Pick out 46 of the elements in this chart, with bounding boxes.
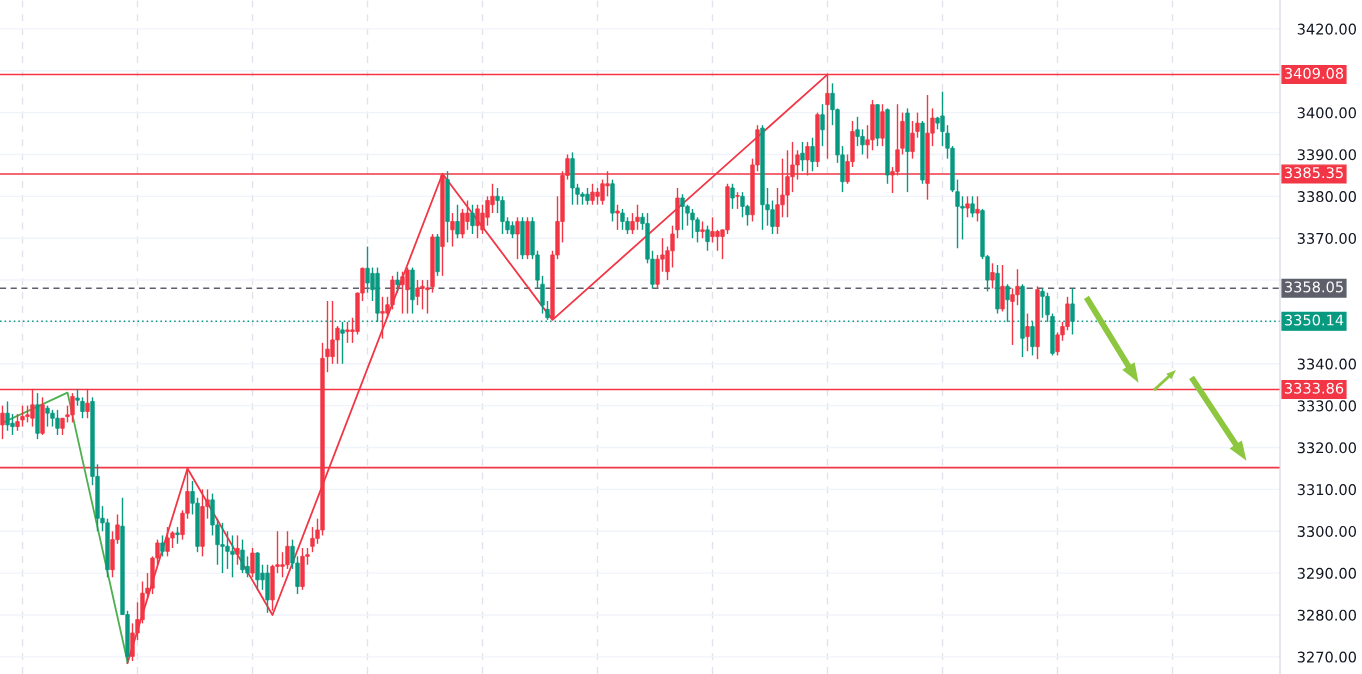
candlestick [395,270,400,294]
candlestick [800,141,805,172]
candlestick [970,195,975,218]
y-tick-label: 3290.00 [1297,567,1356,579]
candlestick [1070,287,1075,336]
y-tick-label: 3310.00 [1297,484,1356,496]
candlestick [250,547,255,578]
candlestick [915,111,920,139]
y-tick-label: 3340.00 [1297,358,1356,370]
candlestick [910,120,915,160]
ref-line-label: 3333.86 [1284,382,1344,394]
y-tick-label: 3400.00 [1297,107,1356,119]
y-tick-label: 3420.00 [1297,23,1356,35]
y-tick-label: 3320.00 [1297,442,1356,454]
candlestick [730,183,735,210]
y-tick-label: 3270.00 [1297,651,1356,663]
candlestick [0,404,5,440]
candlestick [235,534,240,566]
candlestick [965,195,970,218]
candlestick [545,300,550,321]
y-tick-label: 3390.00 [1297,149,1356,161]
candlestick [80,396,85,419]
candlestick [160,534,165,558]
candlestick [705,224,710,252]
candlestick [340,321,345,365]
candlestick [540,275,545,315]
candlestick [820,103,825,147]
candlestick [1000,264,1005,313]
ref-line-label: 3385.35 [1284,167,1343,179]
y-tick-label: 3370.00 [1297,232,1356,244]
candlestick [1025,312,1030,352]
candlestick [810,137,815,172]
candlestick [515,216,520,260]
y-tick-label: 3380.00 [1297,191,1356,203]
ref-line-label: 3350.14 [1284,314,1344,326]
candlestick [615,204,620,231]
y-tick-label: 3330.00 [1297,400,1356,412]
candlestick [450,212,455,248]
y-tick-label: 3300.00 [1297,525,1356,537]
candlestick [975,195,980,223]
candlestick [990,262,995,290]
candlestick [470,204,475,235]
ref-line-label: 3409.08 [1284,67,1344,79]
y-tick-label: 3280.00 [1297,609,1356,621]
candlestick [455,204,460,239]
ref-line-label: 3358.05 [1284,281,1343,293]
